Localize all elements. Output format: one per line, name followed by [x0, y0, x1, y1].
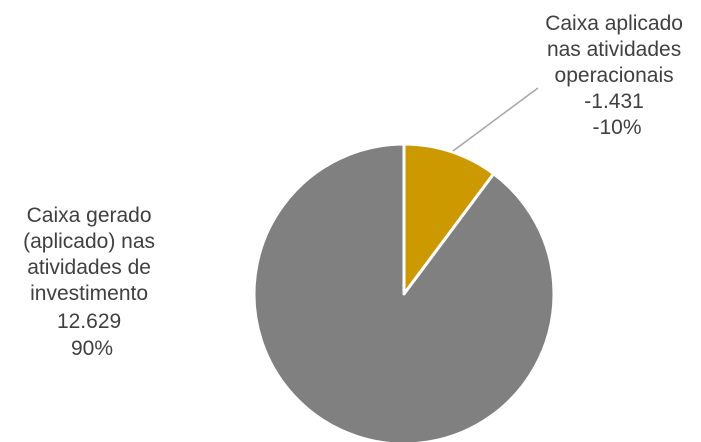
label-operacionais-value: -1.431 [584, 90, 644, 113]
label-investimento-line-3: atividades de [27, 256, 151, 279]
label-operacionais: Caixa aplicado nas atividades operaciona… [545, 12, 689, 139]
leader-line-operacionais [452, 87, 539, 152]
pie-slice-operacionais [402, 142, 496, 296]
label-operacionais-line-1: Caixa aplicado [545, 12, 683, 35]
label-operacionais-line-2: nas atividades [547, 38, 681, 61]
label-investimento-value: 12.629 [57, 310, 121, 333]
label-investimento-line-4: investimento [30, 282, 148, 305]
label-operacionais-line-3: operacionais [555, 64, 674, 87]
label-operacionais-percent: -10% [592, 116, 641, 139]
label-investimento-percent: 90% [71, 337, 113, 360]
label-investimento: Caixa gerado (aplicado) nas atividades d… [23, 204, 161, 360]
label-investimento-line-2: (aplicado) nas [23, 230, 155, 253]
label-investimento-line-1: Caixa gerado [27, 204, 152, 227]
pie-slices [252, 142, 556, 442]
pie-slice-investimento [252, 142, 556, 442]
